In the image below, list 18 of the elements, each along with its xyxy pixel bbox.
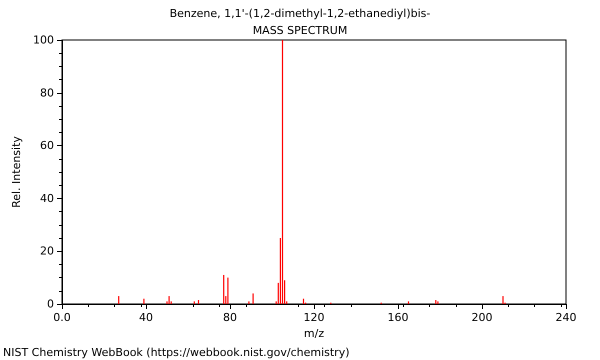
y-axis-title: Rel. Intensity: [10, 136, 24, 208]
x-tick-label: 40: [139, 311, 153, 324]
y-tick-label: 0: [47, 298, 54, 310]
x-axis-title: m/z: [304, 326, 324, 340]
x-tick-label: 160: [388, 311, 408, 324]
y-tick-label: 60: [40, 139, 54, 152]
x-tick-label: 240: [556, 311, 576, 324]
x-tick-label: 200: [472, 311, 492, 324]
x-tick-label: 120: [304, 311, 324, 324]
chart-title: Benzene, 1,1'-(1,2-dimethyl-1,2-ethanediyl)bis-: [170, 7, 430, 20]
chart-subtitle: MASS SPECTRUM: [252, 24, 348, 37]
text: NIST Chemistry WebBook (https://webbook.nist.gov/chemistry): [3, 346, 350, 359]
y-tick-label: 80: [40, 86, 54, 100]
x-tick-label: 0.0: [53, 311, 71, 324]
y-tick-label: 40: [40, 192, 54, 205]
x-tick-label: 80: [223, 311, 237, 324]
y-tick-label: 20: [40, 244, 54, 258]
y-tick-label: 100: [33, 34, 54, 46]
